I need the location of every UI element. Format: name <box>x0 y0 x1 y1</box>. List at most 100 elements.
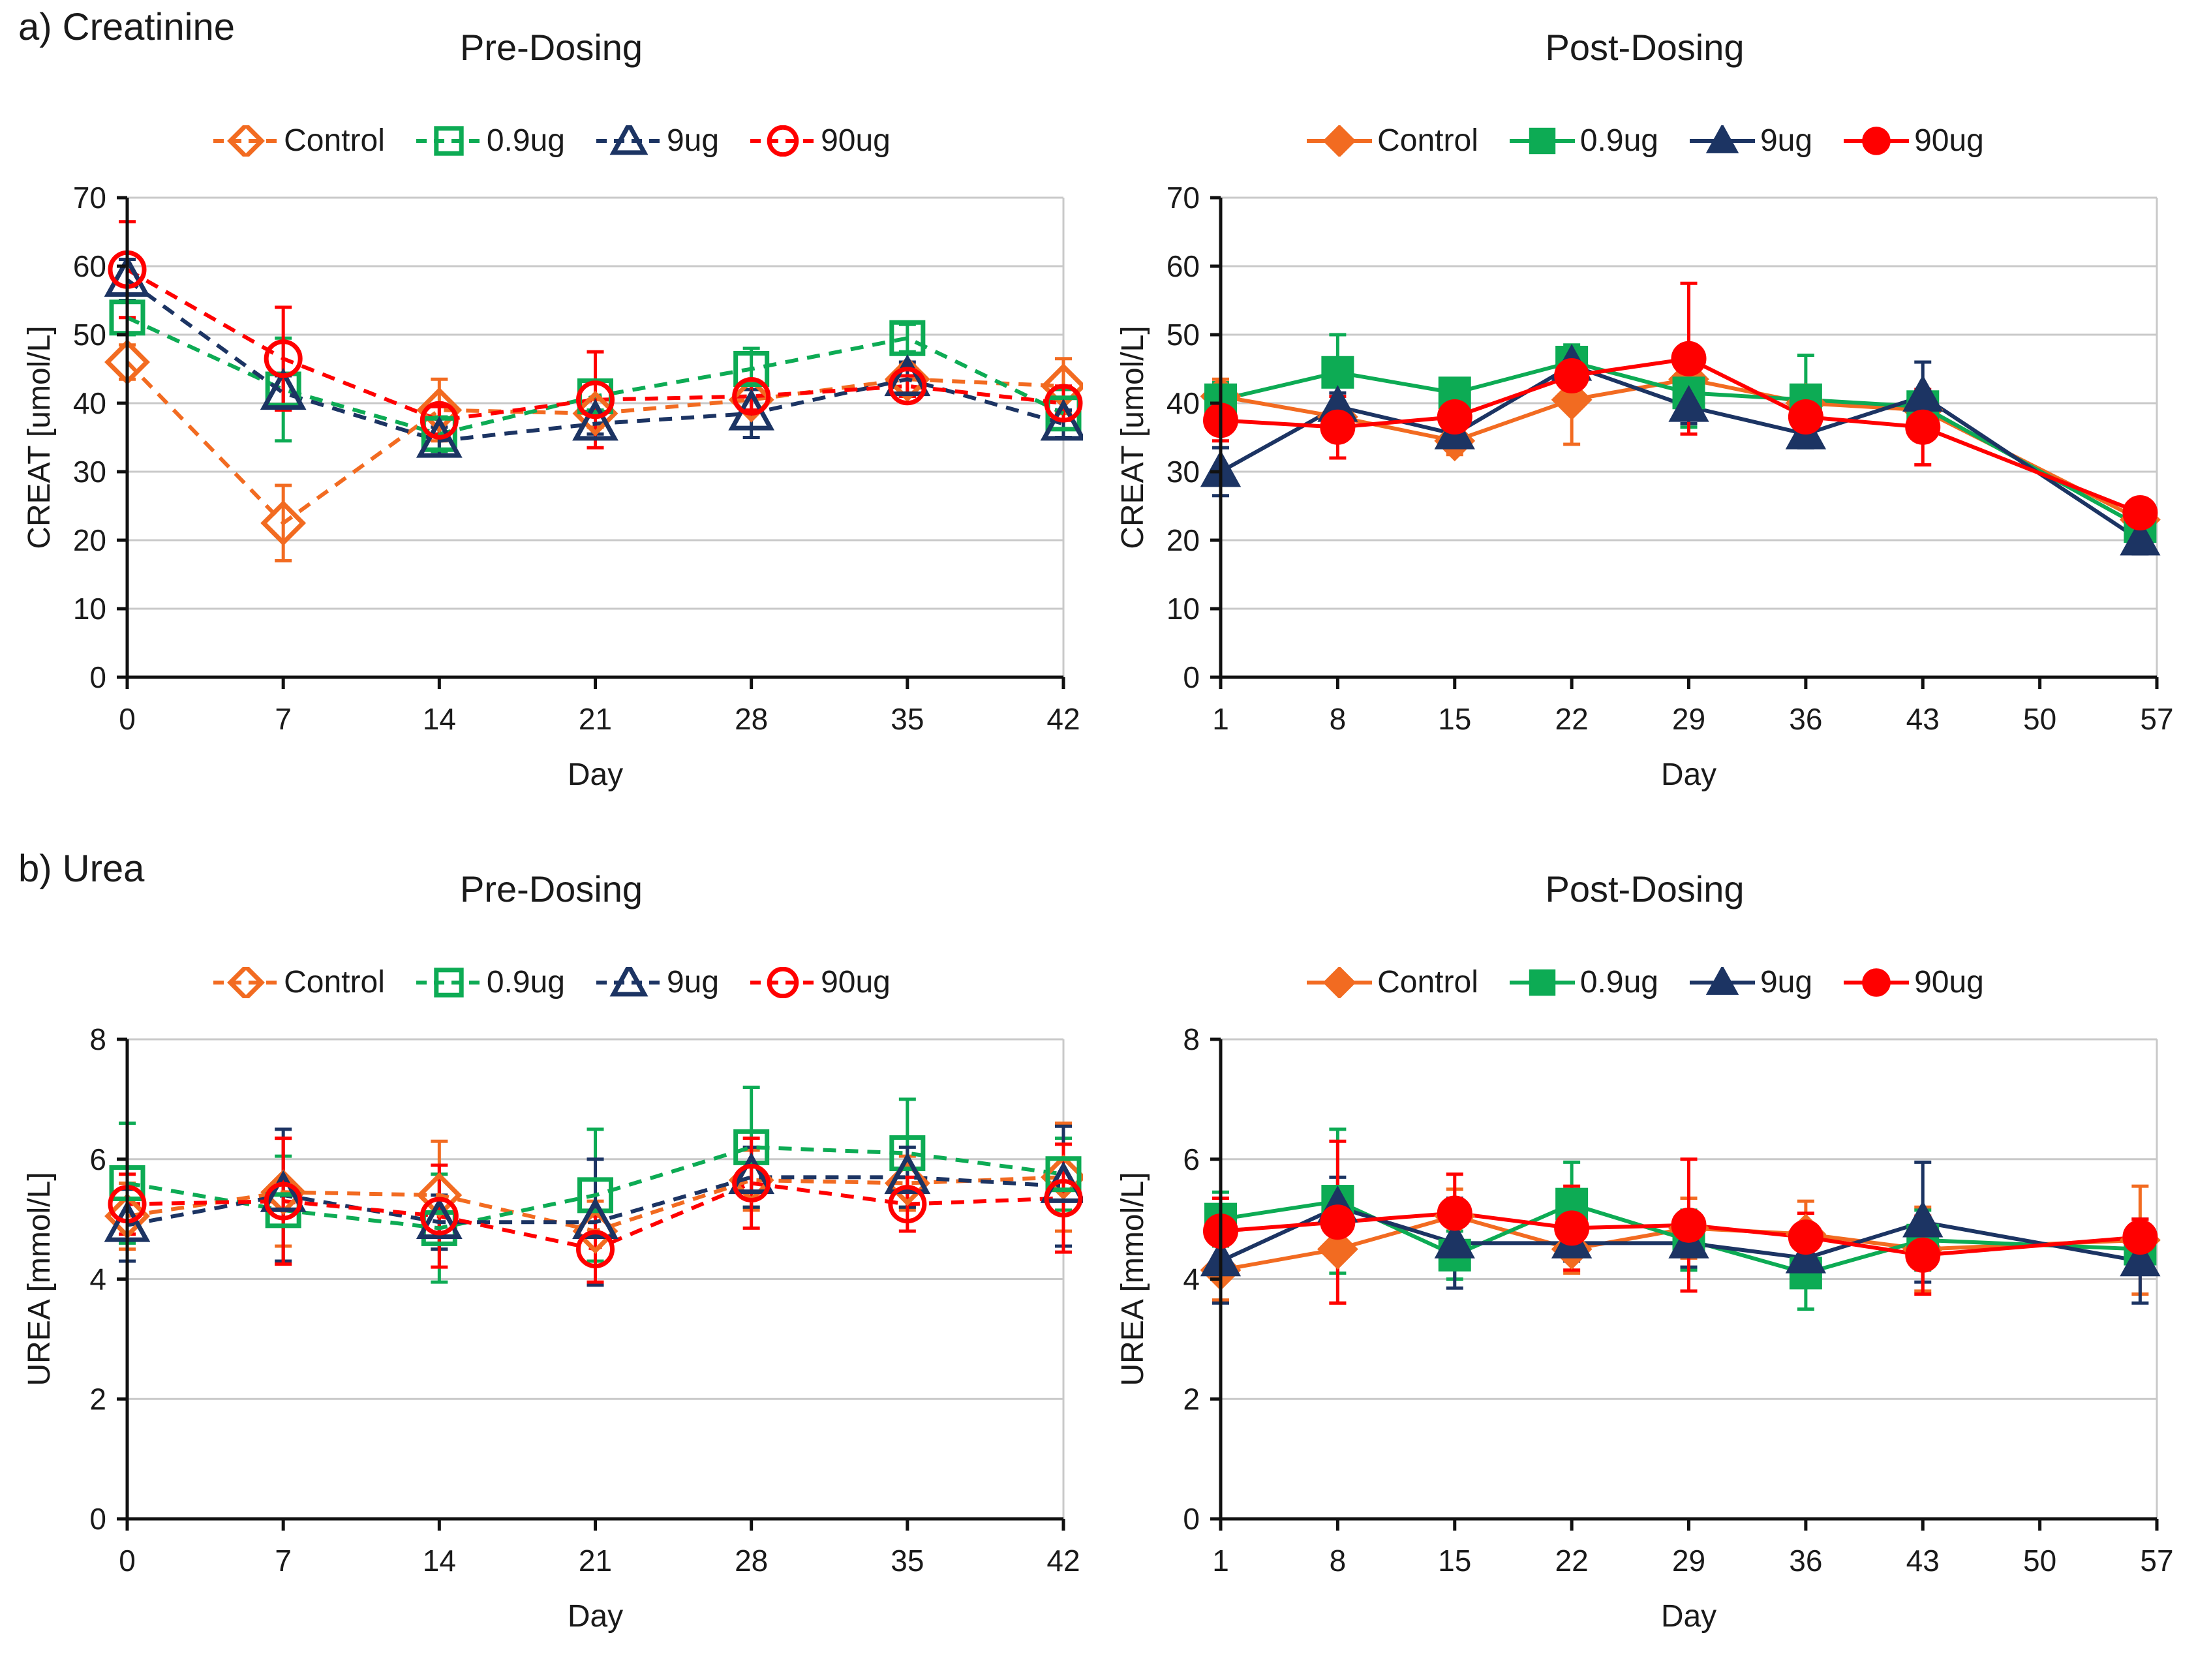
legend-item: Control <box>1305 123 1478 159</box>
legend-item: 9ug <box>1688 123 1812 159</box>
chart-panel-creatinine-pre: Pre-Dosing Control 0.9ug 9ug 90ug 0 10 20 3… <box>20 26 1083 829</box>
legend-label: 9ug <box>666 123 720 158</box>
legend-label: 0.9ug <box>486 123 565 158</box>
chart-title: Pre-Dosing <box>459 868 643 909</box>
svg-text:42: 42 <box>1046 1544 1080 1578</box>
chart-panel-urea-post: Post-Dosing Control 0.9ug 9ug 90ug 0 2 4 6 8… <box>1113 868 2176 1670</box>
svg-text:21: 21 <box>579 1544 612 1578</box>
svg-text:0: 0 <box>1183 1502 1200 1536</box>
svg-text:50: 50 <box>2023 702 2056 736</box>
legend-item: 0.9ug <box>1508 964 1658 1000</box>
svg-text:70: 70 <box>73 181 106 215</box>
legend-marker-9ug-icon <box>1689 125 1755 153</box>
legend: Control 0.9ug 9ug 90ug <box>20 123 1083 159</box>
svg-text:0: 0 <box>119 702 136 736</box>
legend-label: 0.9ug <box>1579 965 1658 1000</box>
legend-label: 90ug <box>1914 965 1984 1000</box>
svg-text:20: 20 <box>73 523 106 557</box>
svg-text:6: 6 <box>1183 1142 1200 1176</box>
chart-title: Pre-Dosing <box>459 27 643 68</box>
legend-label: 9ug <box>1760 123 1813 158</box>
legend: Control 0.9ug 9ug 90ug <box>1113 964 2176 1000</box>
svg-text:1: 1 <box>1212 1544 1229 1578</box>
legend-marker-09ug-icon <box>416 125 481 156</box>
svg-text:0: 0 <box>1183 660 1200 694</box>
svg-text:0: 0 <box>119 1544 136 1578</box>
svg-text:8: 8 <box>1330 702 1347 736</box>
legend-item: 90ug <box>749 964 891 1000</box>
svg-text:0: 0 <box>89 1502 106 1536</box>
svg-text:28: 28 <box>735 1544 768 1578</box>
svg-text:10: 10 <box>73 592 106 626</box>
legend-label: Control <box>1377 965 1478 1000</box>
svg-text:4: 4 <box>1183 1262 1200 1296</box>
svg-text:1: 1 <box>1212 702 1229 736</box>
legend-marker-09ug-icon <box>416 967 481 998</box>
svg-text:UREA [mmol/L]: UREA [mmol/L] <box>22 1172 57 1386</box>
legend-item: 90ug <box>1842 123 1984 159</box>
svg-text:28: 28 <box>735 702 768 736</box>
svg-text:60: 60 <box>73 249 106 283</box>
legend-marker-90ug-icon <box>1844 968 1910 997</box>
legend-item: Control <box>212 123 385 159</box>
svg-text:29: 29 <box>1672 702 1705 736</box>
svg-text:35: 35 <box>891 702 924 736</box>
svg-text:43: 43 <box>1906 1544 1940 1578</box>
svg-text:70: 70 <box>1167 181 1200 215</box>
svg-text:15: 15 <box>1438 1544 1471 1578</box>
legend-label: 90ug <box>821 123 891 158</box>
svg-text:57: 57 <box>2140 1544 2173 1578</box>
legend-marker-control-icon <box>213 125 279 157</box>
legend-item: 0.9ug <box>415 964 565 1000</box>
svg-text:50: 50 <box>2023 1544 2056 1578</box>
chart-title: Post-Dosing <box>1545 868 1745 909</box>
svg-text:4: 4 <box>89 1262 106 1296</box>
legend-item: 90ug <box>749 123 891 159</box>
svg-text:36: 36 <box>1789 1544 1822 1578</box>
svg-text:50: 50 <box>73 318 106 352</box>
svg-text:42: 42 <box>1046 702 1080 736</box>
legend-marker-09ug-icon <box>1509 127 1575 154</box>
legend: Control 0.9ug 9ug 90ug <box>1113 123 2176 159</box>
legend-marker-9ug-icon <box>596 125 662 155</box>
legend-marker-control-icon <box>1307 966 1373 998</box>
legend-label: 90ug <box>821 965 891 1000</box>
svg-text:36: 36 <box>1789 702 1822 736</box>
svg-text:21: 21 <box>579 702 612 736</box>
svg-text:30: 30 <box>1167 455 1200 489</box>
plot-urea-pre: 0 2 4 6 8 0 7 14 21 28 35 42 Day UREA [mmol/L] <box>22 1022 1083 1634</box>
legend-marker-control-icon <box>1307 125 1373 157</box>
svg-text:7: 7 <box>275 1544 292 1578</box>
legend-marker-90ug-icon <box>750 966 816 998</box>
svg-text:10: 10 <box>1167 592 1200 626</box>
svg-text:7: 7 <box>275 702 292 736</box>
svg-text:29: 29 <box>1672 1544 1705 1578</box>
svg-text:15: 15 <box>1438 702 1471 736</box>
legend-label: 9ug <box>1760 965 1813 1000</box>
legend-label: 90ug <box>1914 123 1984 158</box>
legend-marker-90ug-icon <box>1844 126 1910 155</box>
svg-text:Day: Day <box>1661 757 1716 792</box>
legend-marker-90ug-icon <box>750 125 816 157</box>
svg-text:0: 0 <box>89 660 106 694</box>
svg-text:8: 8 <box>89 1022 106 1056</box>
legend-item: Control <box>212 964 385 1000</box>
plot-urea-post: 0 2 4 6 8 1 8 15 22 29 36 43 50 57 Day UREA [mmol/L] <box>1116 1022 2174 1634</box>
svg-text:50: 50 <box>1167 318 1200 352</box>
svg-text:8: 8 <box>1183 1022 1200 1056</box>
svg-text:14: 14 <box>423 702 456 736</box>
legend-marker-09ug-icon <box>1509 969 1575 996</box>
legend-item: 9ug <box>1688 964 1812 1000</box>
svg-text:35: 35 <box>891 1544 924 1578</box>
legend-item: 9ug <box>595 964 719 1000</box>
legend-item: 0.9ug <box>415 123 565 159</box>
svg-text:CREAT [umol/L]: CREAT [umol/L] <box>1116 326 1150 549</box>
plot-creatinine-post: 0 10 20 30 40 50 60 70 1 8 15 22 29 36 43 50 57 Day CREAT … <box>1116 181 2174 792</box>
svg-text:57: 57 <box>2140 702 2173 736</box>
legend-label: Control <box>1377 123 1478 158</box>
legend-marker-control-icon <box>213 966 279 998</box>
svg-text:22: 22 <box>1555 702 1589 736</box>
plot-creatinine-pre: 0 10 20 30 40 50 60 70 0 7 14 21 28 35 42 Day CREAT [umo… <box>22 181 1083 792</box>
